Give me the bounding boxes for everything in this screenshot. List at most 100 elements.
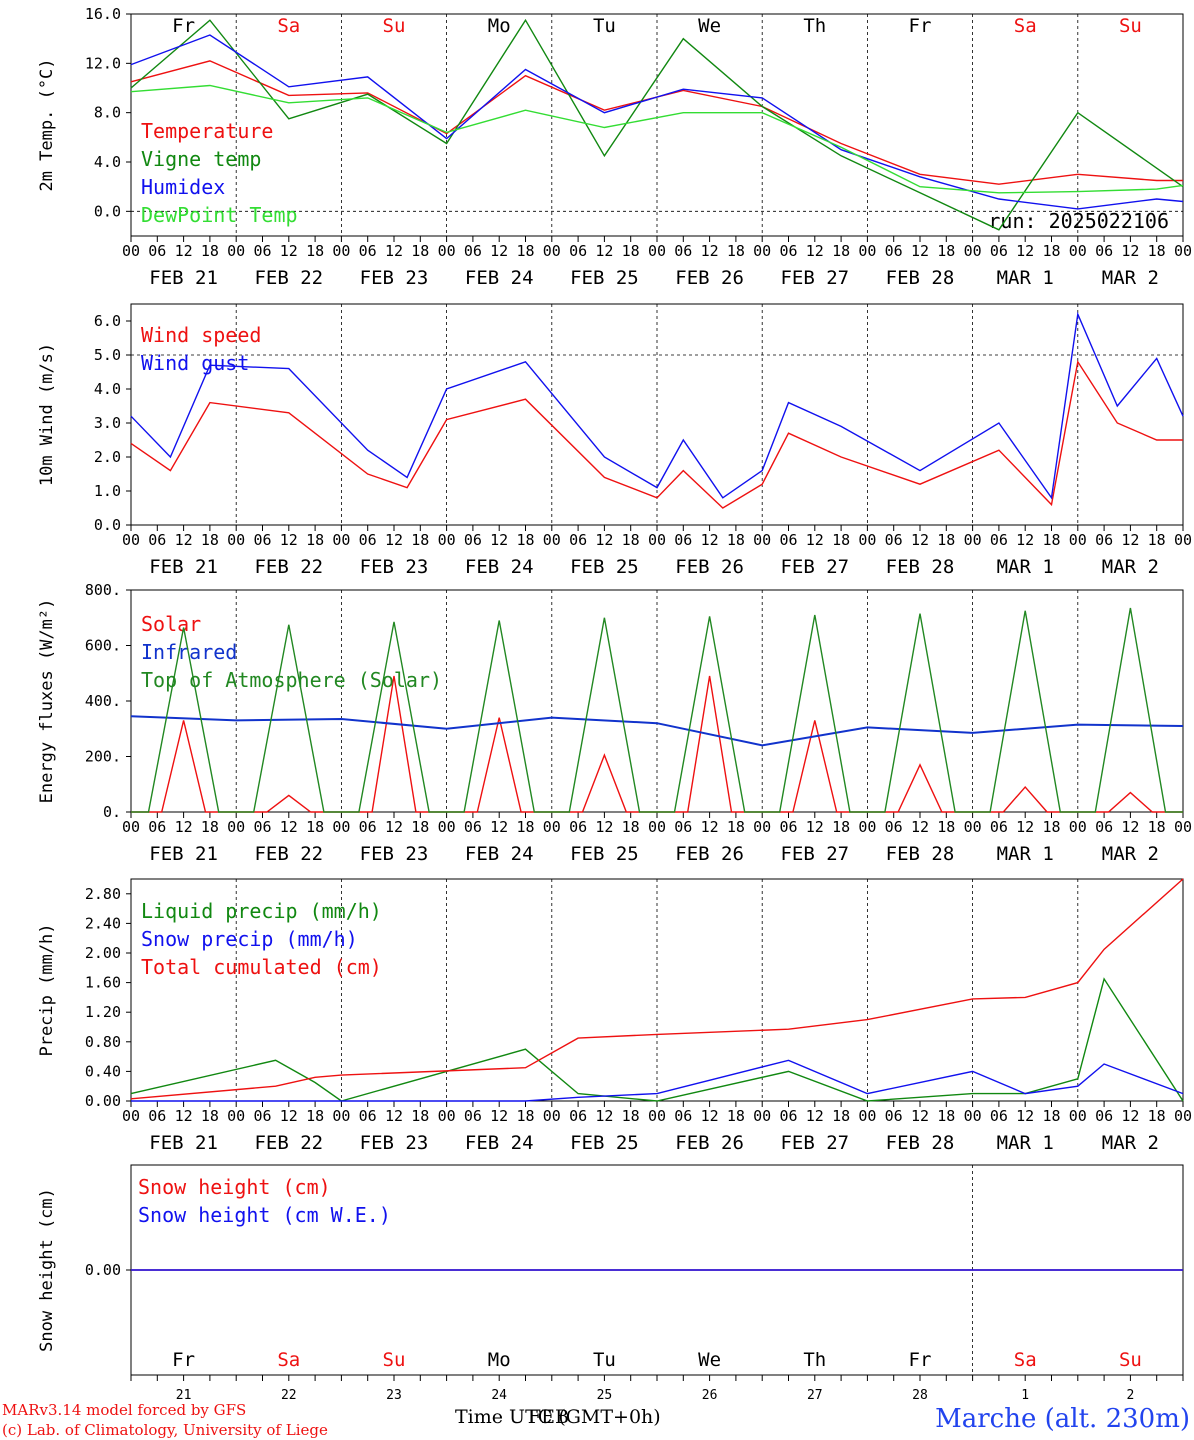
- x-tick-label: 06: [569, 818, 587, 836]
- x-tick-label: 12: [175, 531, 193, 549]
- legend-entry: Snow precip (mm/h): [141, 927, 358, 951]
- y-tick-label: 0.40: [85, 1062, 121, 1080]
- date-label: FEB 21: [149, 556, 218, 578]
- time-axis-label: Time UTC (GMT+0h): [455, 1406, 661, 1428]
- date-label: MAR 1: [997, 267, 1054, 289]
- weekday-label: We: [698, 15, 721, 37]
- x-tick-label: 06: [148, 1107, 166, 1125]
- series-line: [130, 977, 1184, 1102]
- y-tick-label: 16.0: [85, 5, 121, 23]
- x-tick-label: 00: [543, 531, 561, 549]
- date-label: FEB 25: [570, 267, 639, 289]
- x-tick-label: 00: [858, 1107, 876, 1125]
- y-tick-label: 0.: [103, 803, 121, 821]
- x-tick-label: 18: [1042, 531, 1060, 549]
- series-line: [130, 359, 1183, 509]
- x-tick-label: 18: [1148, 242, 1166, 260]
- x-tick-label: 00: [332, 1107, 350, 1125]
- x-tick-label: 00: [543, 242, 561, 260]
- x-tick-label: 18: [516, 242, 534, 260]
- x-tick-label: 12: [490, 818, 508, 836]
- date-label: FEB 28: [886, 1132, 955, 1154]
- x-tick-label: 00: [753, 242, 771, 260]
- legend-entry: Wind speed: [141, 323, 261, 347]
- x-tick-label: 12: [490, 531, 508, 549]
- weekday-label: Su: [1119, 15, 1142, 37]
- x-tick-label: 12: [280, 1107, 298, 1125]
- x-tick-label: 18: [201, 242, 219, 260]
- legend-entry: Top of Atmosphere (Solar): [141, 668, 442, 692]
- y-tick-label: 400.: [85, 692, 121, 710]
- date-label: FEB 27: [780, 1132, 849, 1154]
- x-tick-label: 00: [648, 1107, 666, 1125]
- date-label: FEB 22: [254, 1132, 323, 1154]
- x-tick-label: 18: [832, 242, 850, 260]
- x-tick-label: 00: [438, 242, 456, 260]
- date-label: FEB 22: [254, 556, 323, 578]
- x-tick-label: 00: [122, 818, 140, 836]
- date-label: FEB 28: [886, 556, 955, 578]
- date-label: FEB 26: [675, 556, 744, 578]
- y-tick-label: 0.00: [85, 1261, 121, 1279]
- weekday-label: Tu: [593, 15, 616, 37]
- x-tick-label: 18: [832, 1107, 850, 1125]
- legend-entry: Total cumulated (cm): [141, 955, 382, 979]
- y-tick-label: 0.00: [85, 1092, 121, 1110]
- x-tick-label: 00: [227, 242, 245, 260]
- weekday-label: Mo: [488, 15, 511, 37]
- weekday-label: Fr: [172, 1349, 195, 1371]
- x-tick-label: 12: [595, 1107, 613, 1125]
- weekday-label: Su: [383, 15, 406, 37]
- legend-entry: Humidex: [141, 175, 225, 199]
- y-tick-label: 12.0: [85, 54, 121, 72]
- panel-3: 800. 600. 400. 200. 0. Energy fluxes (W/m²) 00…: [37, 581, 1192, 865]
- date-label: FEB 25: [570, 556, 639, 578]
- x-tick-label: 18: [937, 1107, 955, 1125]
- y-axis-label: Snow height (cm): [37, 1188, 57, 1352]
- x-tick-label: 00: [1174, 1107, 1192, 1125]
- x-tick-label: 00: [1174, 818, 1192, 836]
- x-tick-label: 00: [1069, 1107, 1087, 1125]
- x-tick-label: 00: [332, 242, 350, 260]
- date-label: FEB 25: [570, 843, 639, 865]
- date-label: MAR 1: [997, 843, 1054, 865]
- date-label: FEB 28: [886, 267, 955, 289]
- x-tick-label: 00: [648, 818, 666, 836]
- x-tick-label: 12: [595, 818, 613, 836]
- x-tick-label: 18: [622, 531, 640, 549]
- day-number: 27: [807, 1388, 823, 1403]
- y-tick-label: 5.0: [94, 346, 121, 364]
- location-label: Marche (alt. 230m): [935, 1404, 1190, 1434]
- series-line: [130, 84, 1184, 194]
- x-tick-label: 00: [543, 1107, 561, 1125]
- x-tick-label: 06: [674, 531, 692, 549]
- x-tick-label: 06: [674, 818, 692, 836]
- x-tick-label: 06: [148, 818, 166, 836]
- day-number: 23: [386, 1388, 402, 1403]
- model-credit: MARv3.14 model forced by GFS: [2, 1401, 246, 1419]
- weekday-label: Sa: [1014, 1349, 1037, 1371]
- x-tick-label: 12: [701, 818, 719, 836]
- x-tick-label: 00: [858, 242, 876, 260]
- x-tick-label: 06: [779, 1107, 797, 1125]
- weekday-label: Fr: [909, 15, 932, 37]
- x-tick-label: 00: [122, 242, 140, 260]
- x-tick-label: 12: [280, 242, 298, 260]
- x-tick-label: 00: [1069, 531, 1087, 549]
- date-label: FEB 27: [780, 843, 849, 865]
- date-label: FEB 25: [570, 1132, 639, 1154]
- day-number: 28: [912, 1388, 928, 1403]
- x-tick-label: 00: [438, 1107, 456, 1125]
- weekday-label: Th: [803, 15, 826, 37]
- x-tick-label: 18: [937, 818, 955, 836]
- x-tick-label: 12: [1121, 818, 1139, 836]
- y-tick-label: 4.0: [94, 153, 121, 171]
- x-tick-label: 12: [701, 531, 719, 549]
- legend-entry: Vigne temp: [141, 147, 261, 171]
- x-tick-label: 12: [911, 242, 929, 260]
- x-tick-label: 06: [253, 242, 271, 260]
- day-number: 24: [491, 1388, 507, 1403]
- x-tick-label: 06: [885, 242, 903, 260]
- x-tick-label: 18: [516, 1107, 534, 1125]
- x-tick-label: 12: [1016, 531, 1034, 549]
